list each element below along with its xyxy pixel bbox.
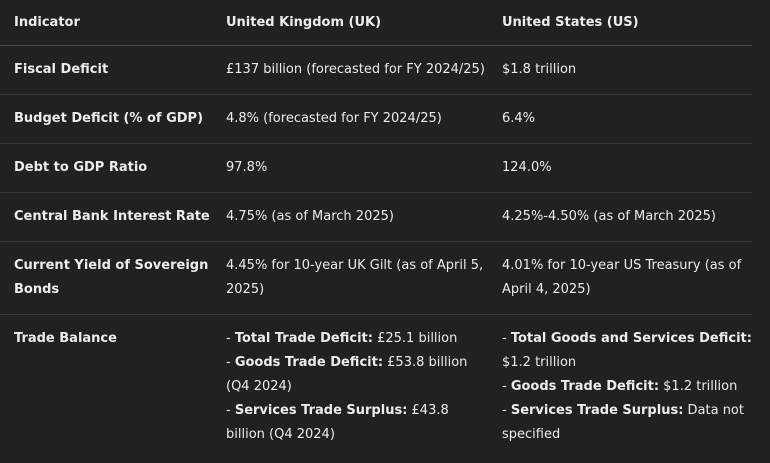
bullet-label: Total Trade Deficit: [234, 331, 373, 346]
header-us: United States (US) [488, 0, 752, 46]
table-row: Debt to GDP Ratio 97.8% 124.0% [0, 143, 752, 193]
us-cell: $1.8 trillion [488, 45, 752, 95]
us-cell: - Total Goods and Services Deficit: $1.2… [488, 315, 752, 460]
uk-cell: £137 billion (forecasted for FY 2024/25) [212, 45, 488, 95]
bullet-label: Goods Trade Deficit: [234, 355, 384, 370]
table-row: Trade Balance - Total Trade Deficit: £25… [0, 315, 752, 460]
bullet-prefix: - [502, 331, 511, 346]
bullet-value: £53.8 billion (Q4 2024) [226, 355, 468, 394]
indicator-cell: Central Bank Interest Rate [0, 192, 212, 242]
table-row: Current Yield of Sovereign Bonds 4.45% f… [0, 241, 752, 315]
bullet-value: $1.2 trillion [502, 355, 577, 370]
bullet-label: Services Trade Surplus: [234, 403, 408, 418]
bullet-prefix: - [502, 403, 511, 418]
table-header-row: Indicator United Kingdom (UK) United Sta… [0, 0, 752, 46]
header-indicator: Indicator [0, 0, 212, 46]
comparison-table: Indicator United Kingdom (UK) United Sta… [0, 0, 752, 460]
header-uk: United Kingdom (UK) [212, 0, 488, 46]
uk-cell: 4.45% for 10-year UK Gilt (as of April 5… [212, 241, 488, 315]
us-cell: 4.01% for 10-year US Treasury (as of Apr… [488, 241, 752, 315]
bullet-prefix: - [226, 355, 235, 370]
bullet-prefix: - [226, 331, 235, 346]
bullet-value: $1.2 trillion [659, 379, 738, 394]
bullet-label: Total Goods and Services Deficit: [510, 331, 752, 346]
indicator-cell: Trade Balance [14, 331, 117, 346]
table-row: Budget Deficit (% of GDP) 4.8% (forecast… [0, 94, 752, 144]
us-cell: 4.25%-4.50% (as of March 2025) [488, 192, 752, 242]
bullet-prefix: - [226, 403, 235, 418]
bullet-value: £43.8 billion (Q4 2024) [226, 403, 449, 442]
uk-cell: 4.8% (forecasted for FY 2024/25) [212, 94, 488, 144]
indicator-cell: Fiscal Deficit [0, 45, 212, 95]
indicator-cell: Debt to GDP Ratio [0, 143, 212, 193]
uk-cell: 97.8% [212, 143, 488, 193]
bullet-label: Services Trade Surplus: [510, 403, 684, 418]
uk-cell: 4.75% (as of March 2025) [212, 192, 488, 242]
bullet-prefix: - [502, 379, 511, 394]
bullet-value: Data not specified [502, 403, 744, 442]
uk-cell: - Total Trade Deficit: £25.1 billion - G… [212, 315, 488, 460]
us-cell: 124.0% [488, 143, 752, 193]
bullet-value: £25.1 billion [372, 331, 458, 346]
table-row: Fiscal Deficit £137 billion (forecasted … [0, 45, 752, 95]
indicator-cell: Current Yield of Sovereign Bonds [0, 241, 212, 315]
us-cell: 6.4% [488, 94, 752, 144]
table-row: Central Bank Interest Rate 4.75% (as of … [0, 192, 752, 242]
indicator-cell: Budget Deficit (% of GDP) [0, 94, 212, 144]
bullet-label: Goods Trade Deficit: [510, 379, 660, 394]
